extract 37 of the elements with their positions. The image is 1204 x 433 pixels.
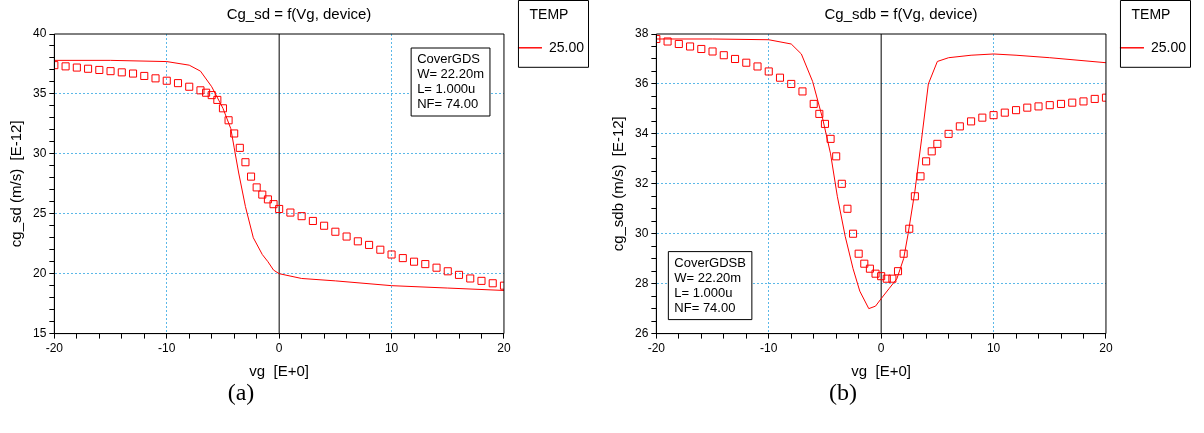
y-tick-label: 35	[32, 86, 47, 101]
x-tick-label: -20	[45, 341, 64, 356]
y-axis-title: cg_sdb (m/s) [E-12]	[609, 116, 627, 252]
y-axis-title: cg_sd (m/s) [E-12]	[7, 120, 25, 248]
x-tick-label: 20	[497, 341, 511, 356]
chart-title: Cg_sdb = f(Vg, device)	[824, 5, 978, 23]
text: (a)	[226, 379, 256, 406]
x-tick-label: -20	[647, 341, 666, 356]
y-tick-label: 38	[634, 26, 649, 41]
y-tick-label: 20	[32, 265, 47, 280]
y-tick-label: 34	[634, 126, 649, 141]
y-tick-label: 25	[32, 206, 47, 221]
x-tick-label: 0	[877, 341, 885, 356]
annotation: CoverGDS W= 22.20m L= 1.000u NF= 74.00	[417, 51, 484, 112]
y-tick-label: 40	[32, 26, 47, 41]
x-tick-label: 10	[384, 341, 399, 356]
legend-title: TEMP	[1131, 5, 1171, 22]
legend-title: TEMP	[529, 5, 569, 22]
y-tick-label: 26	[634, 325, 649, 340]
legend-label: 25.00	[1150, 38, 1187, 55]
x-axis-title: vg [E+0]	[249, 362, 309, 380]
text: (b)	[828, 379, 858, 406]
legend-label: 25.00	[548, 38, 585, 55]
x-tick-label: 0	[275, 341, 283, 356]
y-tick-label: 15	[32, 325, 47, 340]
x-tick-label: 10	[986, 341, 1001, 356]
x-tick-label: -10	[158, 341, 176, 356]
annotation: CoverGDSB W= 22.20m L= 1.000u NF= 74.00	[674, 254, 746, 315]
x-tick-label: -10	[760, 341, 778, 356]
y-tick-label: 36	[634, 76, 649, 91]
y-tick-label: 30	[32, 146, 47, 161]
x-axis-title: vg [E+0]	[851, 362, 911, 380]
y-tick-label: 30	[634, 226, 649, 241]
chart-title: Cg_sd = f(Vg, device)	[226, 5, 372, 23]
x-tick-label: 20	[1099, 341, 1113, 356]
y-tick-label: 28	[634, 275, 649, 290]
y-tick-label: 32	[634, 176, 649, 191]
